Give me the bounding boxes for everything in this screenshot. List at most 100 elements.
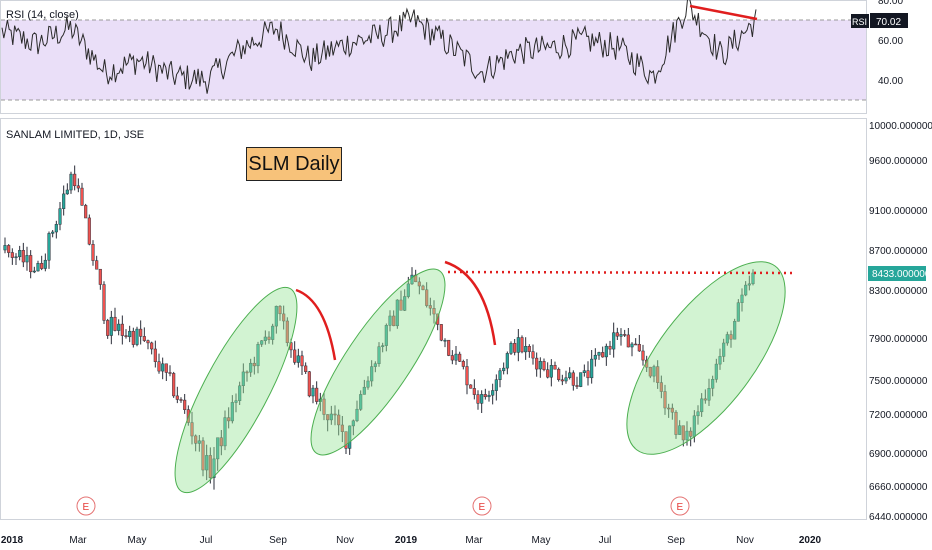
candle-body xyxy=(472,388,476,395)
candle-body xyxy=(582,370,586,373)
candle-body xyxy=(373,363,377,367)
candle-body xyxy=(285,320,289,343)
rsi-tick-labels: 80.00 60.00 40.00 xyxy=(878,0,903,87)
candle-body xyxy=(377,346,381,364)
candle-body xyxy=(524,346,528,353)
candle-body xyxy=(439,324,443,341)
candle-body xyxy=(139,328,143,337)
rsi-band xyxy=(1,20,866,100)
candle-body xyxy=(718,356,722,365)
candle-body xyxy=(513,343,517,353)
candle-body xyxy=(43,259,47,269)
price-tick-label: 8300.000000 xyxy=(869,286,928,297)
candle-body xyxy=(461,361,465,367)
candle-body xyxy=(604,345,608,358)
candle-body xyxy=(36,263,40,272)
candle-body xyxy=(736,302,740,322)
candle-body xyxy=(612,332,616,350)
candle-body xyxy=(282,313,286,322)
candle-body xyxy=(619,334,623,337)
earnings-marker[interactable]: E xyxy=(76,496,96,516)
earnings-marker-label: E xyxy=(83,502,90,513)
candle-body xyxy=(454,353,458,361)
candle-body xyxy=(623,334,627,336)
time-label: Nov xyxy=(336,535,354,546)
time-label: 2020 xyxy=(799,535,822,546)
candle-body xyxy=(256,344,260,367)
candle-body xyxy=(601,352,605,358)
candle-body xyxy=(164,363,168,373)
candle-body xyxy=(751,272,755,285)
earnings-marker[interactable]: E xyxy=(472,496,492,516)
candle-body xyxy=(494,379,498,391)
candle-body xyxy=(21,250,25,263)
candle-body xyxy=(659,382,663,392)
candle-body xyxy=(212,458,216,478)
rsi-divergence-line xyxy=(689,4,758,21)
candle-body xyxy=(278,305,282,315)
candle-body xyxy=(91,244,95,261)
candle-body xyxy=(535,357,539,370)
candle-body xyxy=(197,440,201,444)
time-label: 2019 xyxy=(395,535,418,546)
candle-body xyxy=(667,407,671,410)
candle-body xyxy=(329,413,333,421)
candle-body xyxy=(40,263,44,269)
candle-body xyxy=(271,325,275,340)
candle-body xyxy=(586,370,590,379)
candlestick-series xyxy=(3,165,755,490)
candle-body xyxy=(69,173,73,191)
candle-body xyxy=(128,330,132,338)
candle-body xyxy=(168,372,172,374)
candle-body xyxy=(355,408,359,422)
candle-body xyxy=(234,400,238,403)
current-price-badge xyxy=(868,266,926,281)
price-tick-label: 6660.000000 xyxy=(869,482,928,493)
candle-body xyxy=(230,402,234,422)
candle-body xyxy=(579,372,583,387)
candle-body xyxy=(179,399,183,401)
candle-body xyxy=(260,340,264,345)
time-axis: 2018 Mar May Jul Sep Nov 2019 Mar May Jul Sep Nov 20… xyxy=(1,535,822,546)
candle-body xyxy=(711,379,715,389)
candle-body xyxy=(322,398,326,415)
candle-body xyxy=(458,353,462,362)
candle-body xyxy=(117,323,121,331)
time-label: May xyxy=(128,535,147,546)
rsi-badge-label: RSI xyxy=(852,17,867,27)
time-label: Sep xyxy=(269,535,287,546)
candle-body xyxy=(729,334,733,340)
price-tick-label: 6900.000000 xyxy=(869,449,928,460)
candle-body xyxy=(3,245,7,251)
earnings-marker[interactable]: E xyxy=(670,496,690,516)
candle-body xyxy=(175,395,179,400)
candle-body xyxy=(575,385,579,387)
candle-body xyxy=(293,349,297,363)
candle-body xyxy=(381,345,385,347)
price-tick-label: 6440.000000 xyxy=(869,512,928,523)
candle-body xyxy=(359,394,363,410)
candle-body xyxy=(348,425,352,449)
candle-body xyxy=(300,355,304,367)
candle-body xyxy=(678,425,682,435)
candle-body xyxy=(150,342,154,350)
candle-body xyxy=(615,332,619,337)
candle-body xyxy=(106,320,110,336)
candle-body xyxy=(681,425,685,441)
candle-body xyxy=(560,379,564,382)
candle-body xyxy=(337,414,341,426)
candle-body xyxy=(403,296,407,311)
earnings-markers: E E E xyxy=(76,496,690,516)
candle-body xyxy=(351,420,355,427)
candle-body xyxy=(194,435,198,444)
candle-body xyxy=(571,372,575,386)
candle-body xyxy=(14,256,18,259)
candle-body xyxy=(557,368,561,380)
candle-body xyxy=(538,361,542,370)
price-tick-label: 10000.000000 xyxy=(869,121,932,132)
rsi-tick-label: 80.00 xyxy=(878,0,903,7)
candle-body xyxy=(120,323,124,336)
candle-body xyxy=(733,321,737,340)
candle-body xyxy=(267,336,271,340)
